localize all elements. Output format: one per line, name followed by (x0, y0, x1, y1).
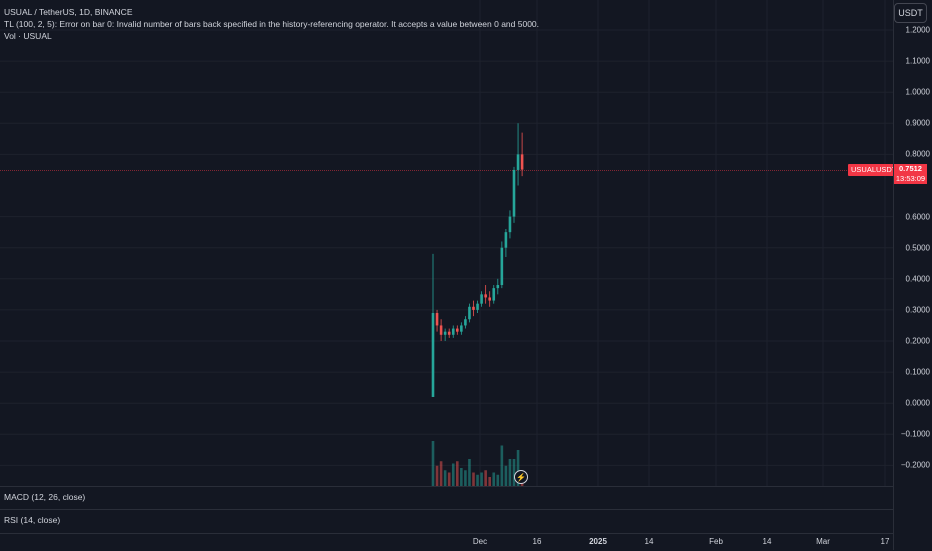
price-label: 1.1000 (905, 56, 930, 66)
symbol-title[interactable]: USUAL / TetherUS, 1D, BINANCE (4, 7, 133, 17)
price-label: 1.2000 (905, 25, 930, 35)
time-label: 16 (532, 537, 542, 546)
candle-body (472, 306, 475, 310)
candle-body (488, 297, 491, 301)
pane-divider-rsi[interactable] (0, 509, 893, 510)
candle-body (447, 331, 451, 335)
price-label: −0.2000 (900, 460, 930, 470)
candle-body (476, 303, 479, 310)
candle-body (508, 216, 512, 233)
volume-bar (460, 468, 463, 486)
price-label: 0.3000 (905, 305, 930, 315)
volume-bar (516, 450, 520, 486)
volume-bar (500, 445, 504, 486)
volume-bar (488, 477, 491, 486)
time-label: 17 (880, 537, 890, 546)
chart-legend: USUAL / TetherUS, 1D, BINANCE TL (100, 2… (4, 6, 539, 42)
volume-bar (451, 463, 455, 486)
volume-bar (464, 470, 467, 486)
candle-body (484, 294, 487, 298)
candle-body (456, 328, 459, 332)
candle-body (492, 288, 496, 301)
volume-bar (496, 474, 500, 486)
volume-legend[interactable]: Vol · USUAL (4, 31, 52, 41)
candle-body (439, 325, 443, 335)
macd-pane-title[interactable]: MACD (12, 26, close) (4, 492, 86, 502)
volume-bar (472, 472, 475, 486)
volume-bar (484, 470, 487, 486)
countdown-value: 13:53:09 (895, 174, 926, 183)
volume-bar (456, 461, 459, 486)
candle-body (504, 232, 508, 248)
candle-body (500, 247, 504, 286)
price-chart[interactable] (0, 0, 893, 486)
candle-body (464, 319, 467, 326)
price-label: 0.4000 (905, 274, 930, 284)
chart-area[interactable]: USUAL / TetherUS, 1D, BINANCE TL (100, 2… (0, 0, 900, 486)
volume-bars (431, 441, 524, 486)
price-label: 0.8000 (905, 149, 930, 159)
volume-bar (476, 474, 479, 486)
grid-lines (0, 0, 893, 486)
candle-body (516, 154, 520, 170)
price-label: 0.6000 (905, 212, 930, 222)
currency-button[interactable]: USDT (894, 3, 927, 23)
volume-bar (447, 472, 451, 486)
volume-bar (435, 465, 439, 486)
volume-bar (468, 459, 471, 486)
price-label: −0.1000 (900, 429, 930, 439)
symbol-tag: USUALUSDT (848, 164, 900, 176)
last-price-tag: 0.7512 13:53:09 (894, 164, 927, 184)
candles (431, 123, 524, 397)
volume-bar (431, 441, 435, 486)
time-label: Feb (709, 537, 723, 546)
pane-divider-macd[interactable] (0, 486, 893, 487)
rsi-pane-title[interactable]: RSI (14, close) (4, 515, 61, 525)
candle-body (496, 285, 500, 289)
candle-body (435, 313, 439, 326)
volume-bar (480, 472, 483, 486)
price-label: 0.5000 (905, 243, 930, 253)
candle-body (520, 154, 524, 170)
price-label: 1.0000 (905, 87, 930, 97)
indicator-error: TL (100, 2, 5): Error on bar 0: Invalid … (4, 19, 540, 29)
candle-body (468, 306, 471, 320)
candle-body (451, 328, 455, 335)
candle-body (480, 294, 483, 304)
volume-bar (492, 472, 496, 486)
time-label: 14 (762, 537, 772, 546)
candle-body (512, 169, 516, 217)
price-label: 0.1000 (905, 367, 930, 377)
lightning-icon[interactable]: ⚡ (514, 470, 528, 484)
volume-bar (508, 459, 512, 486)
volume-bar (504, 465, 508, 486)
volume-bar (443, 470, 447, 486)
time-label: Dec (472, 537, 488, 546)
price-label: 0.0000 (905, 398, 930, 408)
time-label: 14 (644, 537, 654, 546)
candle-body (460, 325, 463, 332)
last-price-value: 0.7512 (899, 164, 922, 173)
volume-bar (439, 461, 443, 486)
time-axis[interactable]: Dec 16 2025 14 Feb 14 Mar 17 (0, 533, 893, 551)
price-label: 0.2000 (905, 336, 930, 346)
price-label: 0.9000 (905, 118, 930, 128)
candle-body (431, 313, 435, 397)
candle-body (443, 331, 447, 335)
time-label: Mar (816, 537, 830, 546)
price-axis[interactable]: USDT 1.2000 1.1000 1.0000 0.9000 0.8000 0.600… (893, 0, 932, 550)
time-label: 2025 (589, 537, 607, 546)
